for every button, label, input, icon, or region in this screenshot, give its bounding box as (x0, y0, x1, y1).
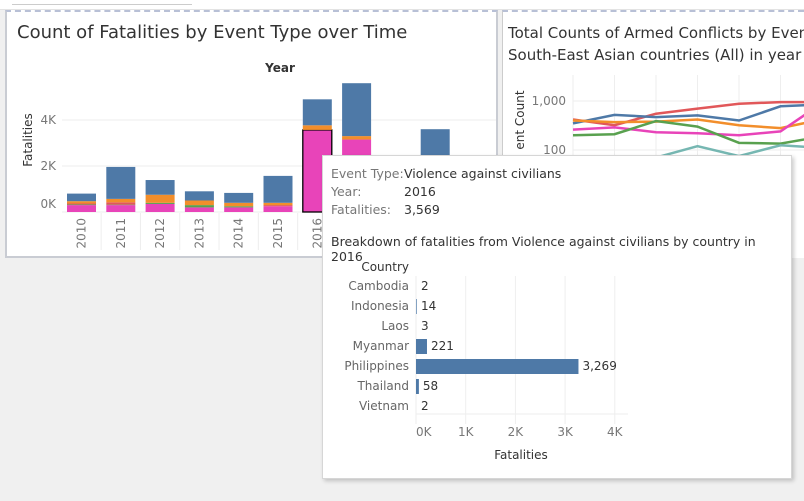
bar-segment-2013 (184, 200, 214, 206)
title-line-1: Total Counts of Armed Conflicts by Even (508, 24, 804, 42)
country-bar (416, 339, 427, 354)
x-tick-label-tip: 0K (416, 425, 433, 439)
country-label: Philippines (344, 359, 409, 373)
x-tick-label: 2013 (192, 218, 206, 249)
country-value: 3 (421, 319, 429, 333)
bar-segment-2010 (67, 193, 96, 202)
country-label: Indonesia (351, 299, 409, 313)
bar-segment-2014 (224, 206, 254, 208)
bar-segment-2011 (106, 166, 136, 199)
series-line (572, 113, 804, 137)
y-axis-title: Fatalities (21, 113, 35, 167)
x-tick-label-tip: 4K (607, 425, 624, 439)
country-bar (416, 299, 417, 314)
series-line (572, 100, 804, 127)
bar-segment-2010 (67, 201, 96, 204)
country-value: 221 (431, 339, 454, 353)
country-value: 2 (421, 399, 429, 413)
country-label: Myanmar (353, 339, 409, 353)
bar-segment-2012 (145, 180, 175, 195)
bar-segment-2011 (106, 205, 136, 212)
x-tick-label: 2011 (114, 218, 128, 249)
y-axis-title-tip: Country (361, 260, 409, 274)
bar-segment-2016 (302, 125, 332, 130)
x-tick-label: 2010 (75, 218, 89, 249)
bar-segment-2017 (342, 136, 372, 140)
country-label: Vietnam (359, 399, 409, 413)
y-tick-label: 0K (40, 197, 57, 211)
bar-segment-2010 (67, 203, 96, 205)
y-tick-label-2: 1,000 (532, 94, 566, 108)
bar-segment-2012 (145, 194, 175, 203)
title-line-2: South-East Asian countries (All) in year (508, 46, 802, 64)
filter-control[interactable] (12, 0, 192, 5)
chart-title-2: Total Counts of Armed Conflicts by Even S… (508, 22, 804, 66)
year-label: Year: (331, 184, 362, 199)
bar-segment-2011 (106, 198, 136, 203)
bar-segment-2013 (184, 205, 214, 208)
event-type-label: Event Type: (331, 166, 404, 181)
bar-segment-2011 (106, 202, 136, 205)
y-tick-label: 4K (40, 113, 57, 127)
country-value: 2 (421, 279, 429, 293)
x-tick-label: 2012 (153, 218, 167, 249)
x-tick-label: 2016 (310, 218, 324, 249)
bar-segment-2013 (184, 191, 214, 201)
tooltip: Event Type: Violence against civilians Y… (322, 155, 792, 479)
fatalities-label: Fatalities: (331, 202, 391, 217)
country-bar (416, 359, 579, 374)
country-label: Cambodia (348, 279, 409, 293)
y-axis-title-2: ent Count (513, 90, 527, 149)
series-line (572, 104, 804, 125)
country-label: Laos (381, 319, 409, 333)
country-value: 14 (421, 299, 436, 313)
event-type-value: Violence against civilians (404, 166, 562, 181)
fatalities-value: 3,569 (404, 202, 440, 217)
bar-segment-2010 (67, 205, 96, 212)
breakdown-chart: Country 0K 1K 2K 3K 4K Fatalities Cambodia 2 Indo… (344, 260, 628, 462)
x-tick-label: 2015 (271, 218, 285, 249)
bar-segment-2015 (263, 205, 293, 207)
bar-segment-2016 (302, 99, 332, 126)
bar-segment-2010 (67, 204, 96, 206)
country-value: 3,269 (582, 359, 616, 373)
bar-segment-2015 (263, 202, 293, 206)
bar-segment-2014 (224, 207, 254, 212)
x-axis-title: Year (264, 61, 295, 75)
bar-segment-2012 (145, 202, 175, 204)
bar-segment-2013 (184, 207, 214, 212)
country-label: Thailand (356, 379, 409, 393)
y-tick-label-2: 100 (543, 143, 566, 157)
breakdown-title: Breakdown of fatalities from Violence ag… (331, 234, 756, 264)
bar-segment-2014 (224, 202, 254, 207)
bar-segment-2017 (342, 83, 372, 137)
y-tick-label: 2K (40, 159, 57, 173)
bar-segment-2014 (224, 192, 254, 203)
x-tick-label: 2014 (232, 218, 246, 249)
bar-segment-2015 (263, 175, 293, 203)
country-value: 58 (423, 379, 438, 393)
series-line (572, 118, 804, 130)
country-bar (416, 379, 419, 394)
chart-title: Count of Fatalities by Event Type over T… (17, 22, 408, 43)
top-strip (0, 0, 804, 10)
bar-segment-2015 (263, 206, 293, 212)
x-tick-label-tip: 3K (557, 425, 574, 439)
year-value: 2016 (404, 184, 436, 199)
bar-segment-2012 (145, 203, 175, 212)
x-axis-title-tip: Fatalities (494, 448, 548, 462)
series-line (572, 119, 804, 145)
x-tick-label-tip: 1K (458, 425, 475, 439)
x-tick-label-tip: 2K (508, 425, 525, 439)
